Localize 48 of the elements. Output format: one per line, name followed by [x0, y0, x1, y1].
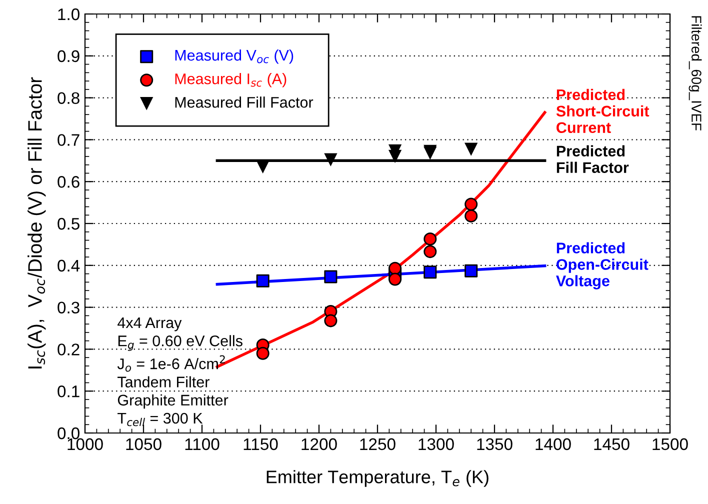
legend-label: Measured Fill Factor: [175, 96, 314, 108]
x-tick-label: 1500: [652, 438, 688, 450]
point: [256, 346, 270, 360]
point: [424, 245, 437, 258]
point: [324, 270, 338, 284]
x-tick-label: 1250: [360, 438, 396, 450]
point: [256, 160, 270, 174]
point: [464, 264, 478, 278]
point: [256, 274, 270, 288]
point: [388, 272, 402, 286]
y-tick-label: 0.0: [58, 427, 80, 440]
y-tick-label: 0.4: [58, 260, 80, 272]
text: 4x4 Array E$_{g}$ = 0.60 eV Cells J$_{o}$ = 1e-6 A/cm$^{2}$ Tandem Filter Graphite Emitter T$_{cell}$ = 300 K: [117, 318, 242, 426]
x-tick-label: 1050: [126, 438, 162, 450]
series-label: Predicted Fill Factor: [556, 145, 629, 173]
series-label: Predicted Short-Circuit Current: [556, 88, 650, 134]
series-label: Predicted Open-Circuit Voltage: [556, 242, 648, 290]
y-tick-label: 1.0: [58, 8, 80, 20]
point: [464, 198, 478, 211]
point: [388, 262, 402, 275]
x-tick-label: 1150: [244, 438, 278, 450]
point: [464, 209, 478, 222]
x-tick-label: 1350: [477, 438, 512, 450]
y-tick-label: 0.5: [58, 218, 80, 230]
legend-label: Measured I$_{sc}$ (A): [175, 73, 286, 88]
point: [388, 150, 402, 164]
y-tick-label: 0.7: [58, 134, 80, 146]
legend-label: Measured V$_{oc}$ (V): [175, 49, 294, 64]
point: [424, 232, 437, 246]
point: [424, 266, 437, 279]
point: [464, 142, 478, 156]
x-tick-label: 1450: [594, 438, 630, 450]
y-tick-label: 0.2: [58, 344, 80, 356]
x-tick-label: 1100: [185, 438, 220, 450]
x-tick-label: 1200: [302, 438, 337, 450]
y-axis-title: I$_{sc}$(A), V$_{oc}$/Diode (V) or Fill Factor: [28, 77, 46, 368]
point: [324, 314, 338, 328]
point: [324, 153, 338, 166]
x-tick-label: 1300: [418, 438, 454, 450]
x-tick-label: 1400: [536, 438, 571, 450]
x-tick-label: 1000: [68, 438, 103, 450]
x-axis-title: Emitter Temperature, T$_{e}$ (K): [266, 470, 488, 487]
y-tick-label: 0.8: [58, 92, 80, 104]
y-tick-label: 0.9: [58, 50, 80, 62]
y-tick-label: 0.6: [58, 176, 80, 188]
y-tick-label: 0.1: [58, 386, 80, 398]
y-tick-label: 0.3: [58, 302, 80, 314]
text: Filtered_60g_IVEF: [688, 16, 702, 130]
